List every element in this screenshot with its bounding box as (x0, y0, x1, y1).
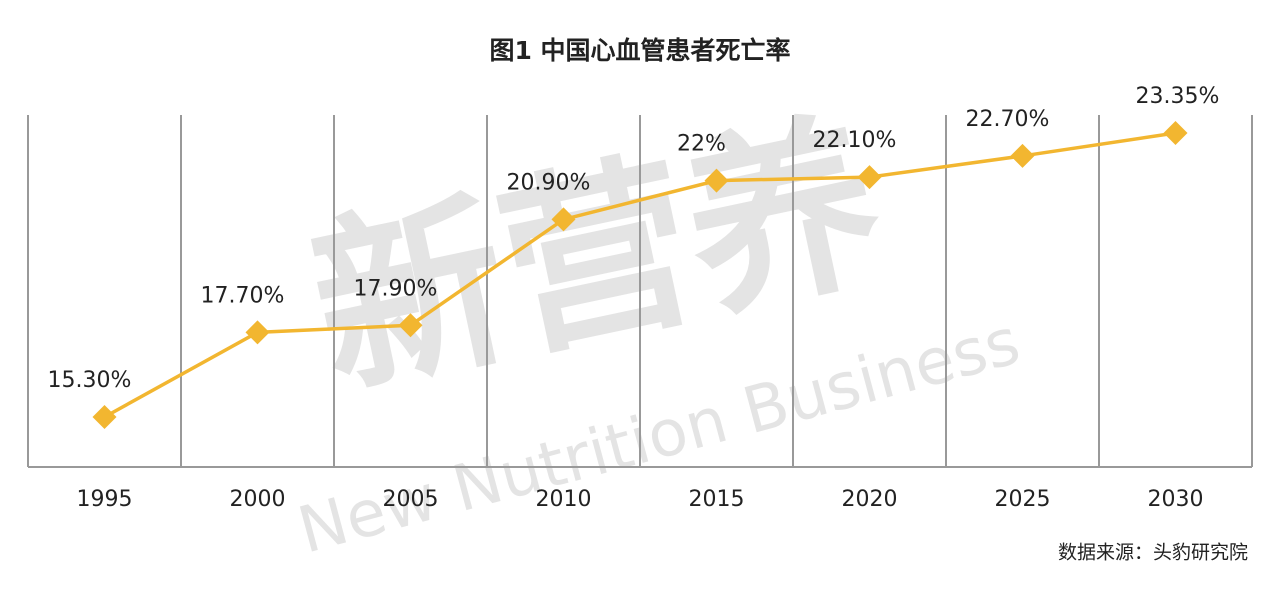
x-tick-label: 2000 (230, 487, 286, 512)
data-label: 22.10% (813, 128, 897, 153)
x-tick-label: 2015 (689, 487, 745, 512)
x-tick-label: 2025 (995, 487, 1051, 512)
data-label: 17.90% (354, 276, 438, 301)
data-label: 20.90% (507, 170, 591, 195)
x-tick-label: 2030 (1148, 487, 1204, 512)
chart-title: 图1 中国心血管患者死亡率 (489, 36, 790, 65)
data-label: 22.70% (966, 107, 1050, 132)
data-label: 23.35% (1136, 84, 1220, 109)
x-tick-label: 2005 (383, 487, 439, 512)
marker (245, 320, 270, 345)
x-tick-label: 2010 (536, 487, 592, 512)
marker (92, 405, 117, 429)
marker (1010, 143, 1035, 168)
source-note: 数据来源：头豹研究院 (1058, 542, 1248, 564)
x-tick-label: 2020 (842, 487, 898, 512)
x-tick-label: 1995 (77, 487, 133, 512)
marker (857, 165, 882, 190)
marker (704, 168, 729, 193)
data-label: 17.70% (201, 283, 285, 308)
marker (1163, 121, 1188, 145)
marker (398, 313, 423, 338)
marker (551, 207, 576, 232)
data-label: 22% (677, 132, 726, 157)
data-label: 15.30% (48, 368, 132, 393)
line (103, 131, 1176, 419)
